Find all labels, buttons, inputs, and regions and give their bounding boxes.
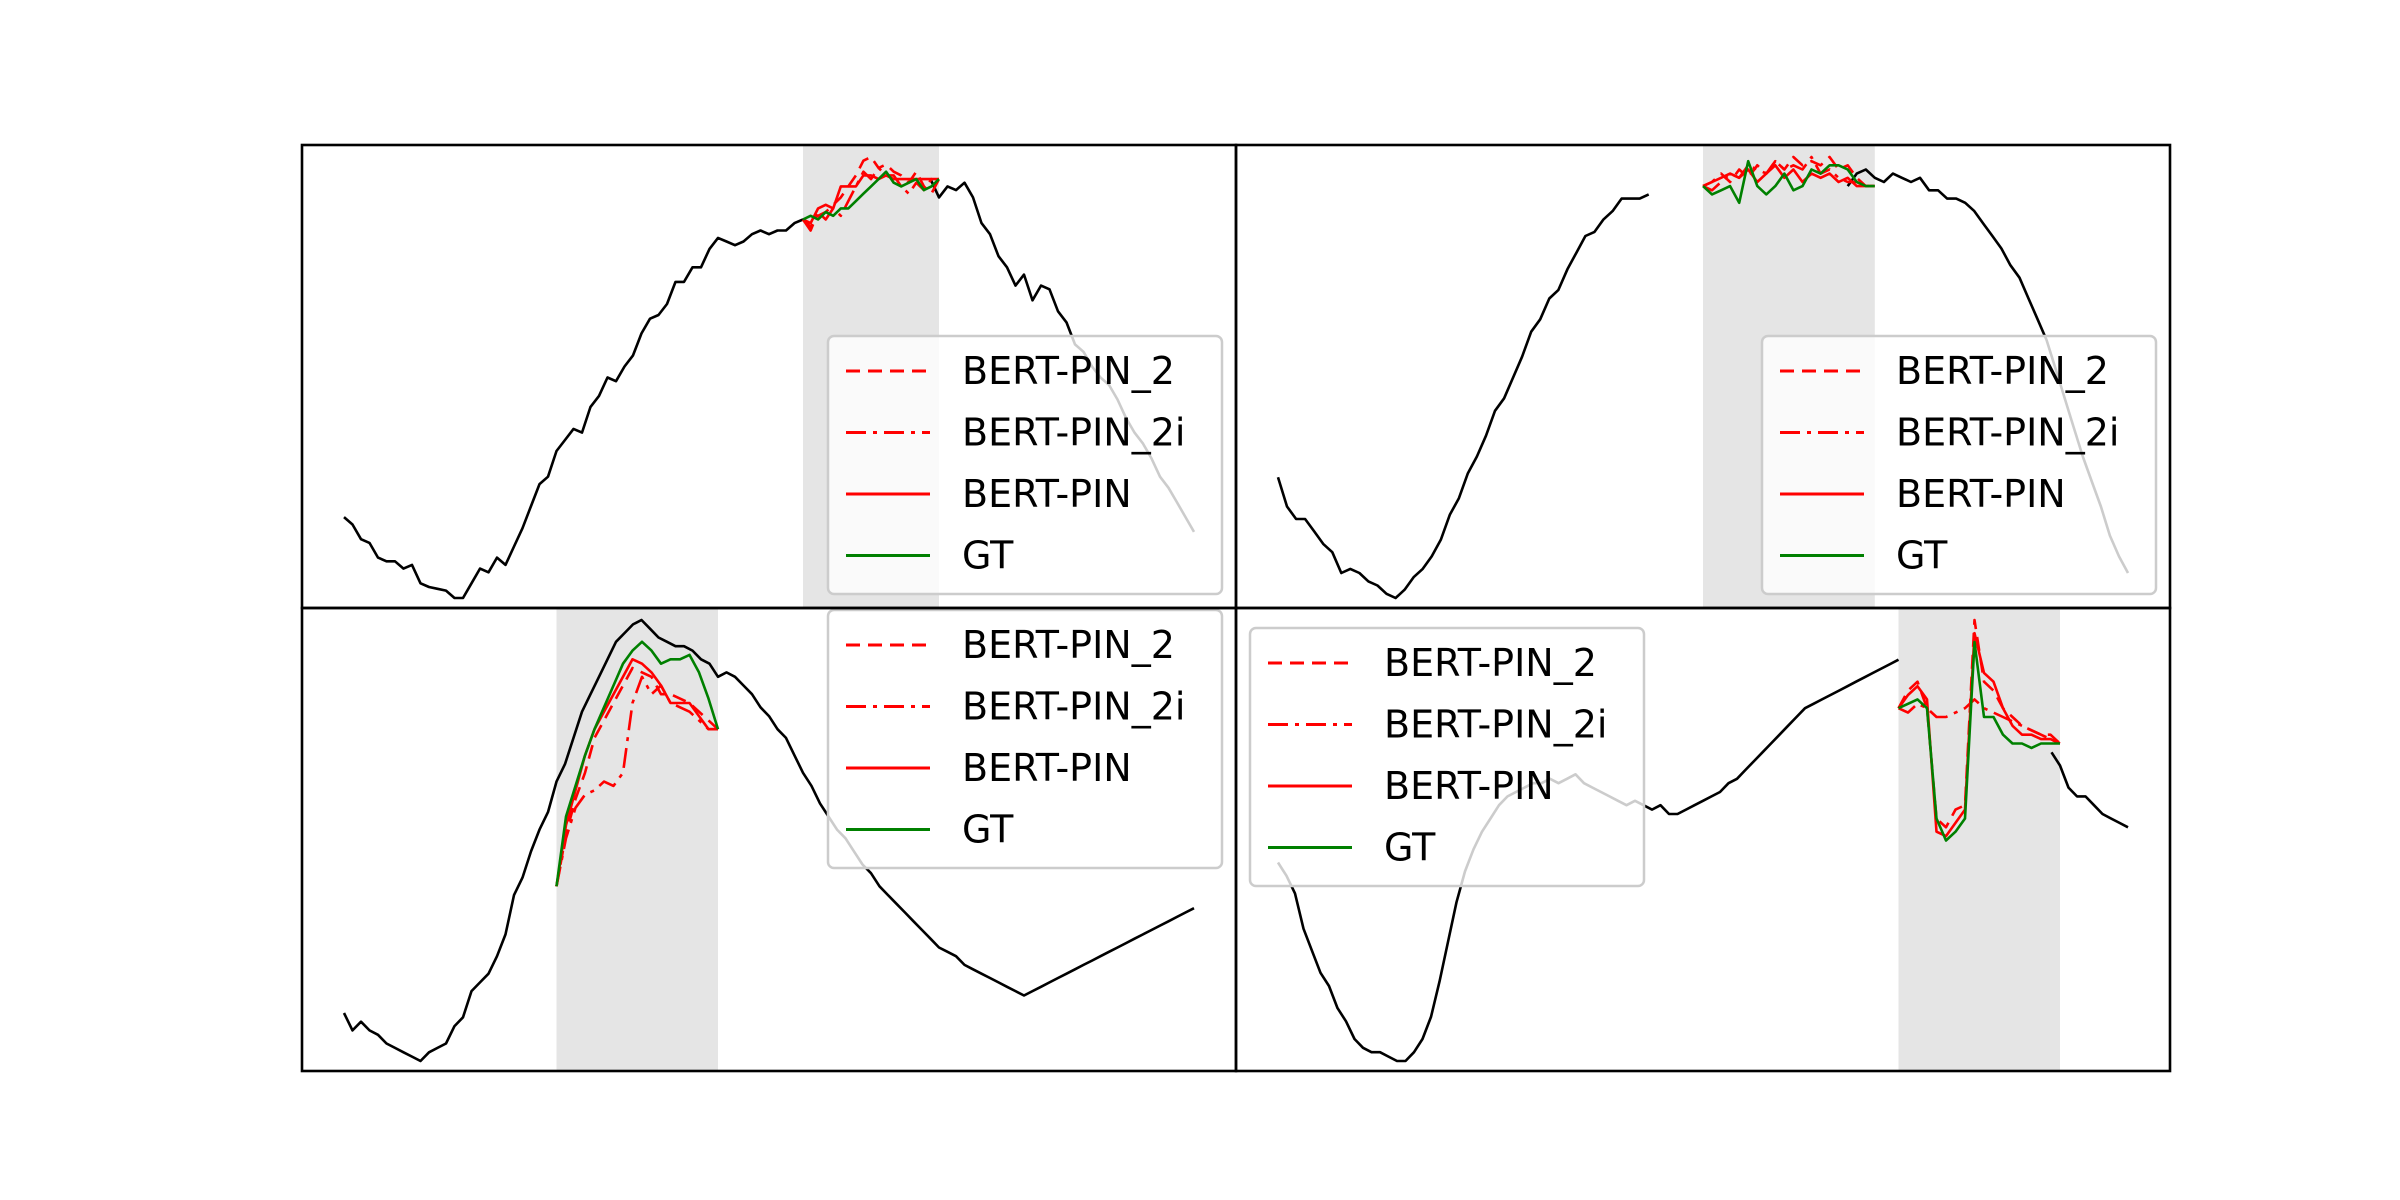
legend-label: BERT-PIN_2i (1896, 411, 2119, 455)
legend-box (1248, 626, 1646, 888)
legend-label: GT (962, 808, 1014, 852)
masked-region (556, 608, 718, 1071)
context-series-segment (1276, 193, 1650, 600)
legend: BERT-PIN_2 BERT-PIN_2i BERT-PIN GT (1248, 626, 1646, 888)
legend: BERT-PIN_2 BERT-PIN_2i BERT-PIN GT (826, 608, 1224, 870)
series-bert-pin (1897, 631, 2061, 838)
legend-label: BERT-PIN_2 (962, 623, 1175, 667)
legend-label: GT (1896, 534, 1948, 578)
series-gt (1897, 640, 2060, 842)
series-bert-pin-2i (1897, 698, 2061, 745)
context-series-segment (343, 218, 804, 600)
panel-bottom-left (342, 608, 1195, 1071)
legend: BERT-PIN_2 BERT-PIN_2i BERT-PIN GT (826, 334, 1224, 596)
series-gt (555, 640, 720, 887)
series-bert-pin-2 (1702, 155, 1875, 188)
legend: BERT-PIN_2 BERT-PIN_2i BERT-PIN GT (1760, 334, 2158, 596)
legend-box (1760, 334, 2158, 596)
series-bert-pin-2i (555, 675, 718, 887)
series-bert-pin-2i (1702, 155, 1875, 192)
panel-frame (1234, 606, 2172, 1073)
legend-label: BERT-PIN (1384, 764, 1554, 808)
legend-box (826, 334, 1224, 596)
legend-label: BERT-PIN (962, 472, 1132, 516)
series-bert-pin-2 (555, 666, 719, 887)
context-series-segment (342, 618, 1195, 1063)
series-gt (802, 170, 940, 221)
legend-label: BERT-PIN_2i (962, 685, 1185, 729)
series-bert-pin (1702, 164, 1875, 188)
legend-box (826, 608, 1224, 870)
legend-label: BERT-PIN_2i (1384, 703, 1607, 747)
legend-label: BERT-PIN (962, 746, 1132, 790)
legend-label: BERT-PIN_2 (962, 349, 1175, 393)
legend-label: BERT-PIN_2i (962, 411, 1185, 455)
legend-label: GT (1384, 826, 1436, 870)
context-series-segment (2050, 751, 2129, 829)
legend-label: BERT-PIN_2 (1384, 641, 1597, 685)
legend-label: GT (962, 534, 1014, 578)
legend-label: BERT-PIN (1896, 472, 2066, 516)
series-gt (1702, 159, 1875, 205)
legend-label: BERT-PIN_2 (1896, 349, 2109, 393)
series-bert-pin-2i (801, 166, 939, 232)
